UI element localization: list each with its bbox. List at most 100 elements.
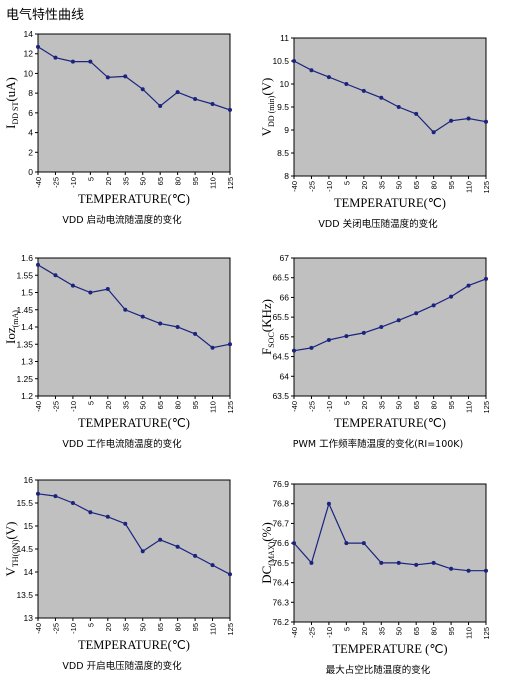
data-point — [105, 287, 110, 292]
x-tick-label: -40 — [34, 623, 43, 634]
data-point — [158, 321, 163, 326]
x-tick-label: -25 — [307, 627, 316, 638]
x-tick-label: 35 — [121, 623, 130, 631]
series-line — [37, 264, 231, 349]
y-tick-label: 76.3 — [272, 597, 289, 607]
data-point — [326, 75, 331, 80]
y-tick-label: 9 — [284, 125, 289, 135]
x-tick-label: 95 — [191, 401, 200, 409]
y-tick-label: 8 — [28, 88, 33, 98]
data-point — [105, 514, 110, 519]
data-point — [292, 541, 296, 546]
chart-caption: VDD 工作电流随温度的变化 — [62, 439, 182, 450]
x-tick-label: 80 — [430, 627, 439, 635]
data-point — [193, 331, 198, 336]
y-tick-label: 8.5 — [277, 148, 289, 158]
x-tick-label: 110 — [465, 181, 474, 193]
x-tick-label: 80 — [174, 177, 183, 185]
x-tick-label: 95 — [447, 401, 456, 409]
plot-area — [293, 37, 487, 177]
x-tick-label: -40 — [290, 401, 299, 412]
y-tick-label: 14.5 — [16, 544, 33, 554]
x-tick-label: 35 — [121, 401, 130, 409]
series-line — [37, 46, 231, 111]
y-axis-label: VTH(ON)(V) — [3, 522, 20, 577]
y-tick-label: 1.35 — [16, 339, 33, 349]
y-tick-label: 1.45 — [16, 305, 33, 315]
y-tick-label: 14 — [24, 29, 34, 39]
y-tick-label: 76.2 — [272, 617, 289, 627]
data-point — [70, 283, 75, 288]
x-tick-label: 125 — [482, 401, 491, 414]
y-tick-label: 4 — [28, 128, 33, 138]
x-tick-label: 65 — [156, 401, 165, 409]
x-tick-label: 80 — [174, 623, 183, 631]
data-point — [158, 103, 163, 108]
y-tick-label: 64.5 — [272, 352, 289, 362]
y-tick-label: 66 — [280, 292, 290, 302]
x-axis-label: TEMPERATURE(℃) — [78, 638, 190, 652]
x-tick-label: 20 — [360, 401, 369, 409]
y-tick-label: 63.5 — [272, 391, 289, 401]
chart-vdd-startup-current: 0 2 4 6 8 10 12 14 -40 -25 -10 5 20 35 50 65 80 95 110 125 T… — [2, 26, 242, 226]
x-tick-label: 20 — [104, 401, 113, 409]
x-tick-label: 110 — [465, 401, 474, 413]
y-tick-label: 13 — [24, 613, 34, 623]
y-tick-label: 8 — [284, 171, 289, 181]
data-point — [175, 325, 180, 329]
data-point — [123, 521, 128, 526]
y-tick-label: 15 — [24, 521, 34, 531]
x-tick-label: 50 — [139, 177, 148, 185]
y-tick-label: 14 — [24, 567, 34, 577]
data-point — [361, 330, 366, 335]
data-point — [123, 74, 128, 79]
x-tick-label: -25 — [51, 401, 60, 412]
x-tick-label: -40 — [34, 177, 43, 188]
x-tick-label: 65 — [412, 627, 421, 635]
x-tick-label: 35 — [377, 627, 386, 635]
chart-caption: VDD 关闭电压随温度的变化 — [318, 219, 438, 230]
data-point — [414, 311, 419, 316]
series-line — [293, 501, 486, 572]
data-point — [344, 334, 349, 339]
x-axis-label: TEMPERATURE(℃) — [78, 192, 190, 206]
y-tick-label: 16 — [24, 475, 34, 485]
data-point — [431, 303, 436, 308]
x-tick-label: 110 — [209, 401, 218, 413]
data-point — [88, 510, 93, 515]
x-tick-label: 95 — [191, 623, 200, 631]
x-tick-label: -40 — [290, 181, 299, 192]
data-point — [484, 568, 488, 573]
data-point — [449, 118, 454, 123]
x-tick-label: 20 — [360, 181, 369, 189]
data-point — [228, 572, 232, 577]
data-point — [449, 294, 454, 299]
data-point — [466, 116, 471, 121]
x-tick-label: 5 — [86, 177, 95, 181]
data-point — [309, 68, 314, 73]
x-tick-label: -10 — [69, 401, 78, 412]
data-point — [449, 566, 454, 571]
y-tick-label: 9.5 — [277, 102, 289, 112]
x-tick-label: 110 — [465, 627, 474, 639]
data-point — [193, 97, 198, 102]
y-tick-label: 1.5 — [21, 288, 33, 298]
y-tick-label: 13.5 — [16, 590, 33, 600]
y-axis-label: VDD (min)(V) — [259, 78, 276, 137]
y-tick-label: 65 — [280, 332, 290, 342]
plot-area — [293, 257, 487, 397]
x-tick-label: 125 — [226, 401, 235, 414]
y-tick-label: 65.5 — [272, 312, 289, 322]
x-axis-label: TEMPERATURE(℃) — [334, 196, 446, 210]
chart-svg: 1.2 1.25 1.3 1.35 1.4 1.45 1.5 1.55 1.6 -40 -25 -10… — [3, 253, 235, 430]
data-point — [53, 273, 58, 278]
x-tick-label: 50 — [395, 627, 404, 635]
chart-max-duty-cycle: 76.2 76.3 76.4 76.5 76.6 76.7 76.8 76.9 -40 -25 -1… — [258, 476, 498, 676]
y-tick-label: 6 — [28, 108, 33, 118]
y-tick-label: 10 — [24, 68, 34, 78]
data-point — [175, 90, 180, 95]
y-tick-label: 76.6 — [272, 538, 289, 548]
page-title: 电气特性曲线 — [6, 8, 85, 23]
x-tick-label: 110 — [209, 623, 218, 635]
data-point — [309, 345, 314, 350]
